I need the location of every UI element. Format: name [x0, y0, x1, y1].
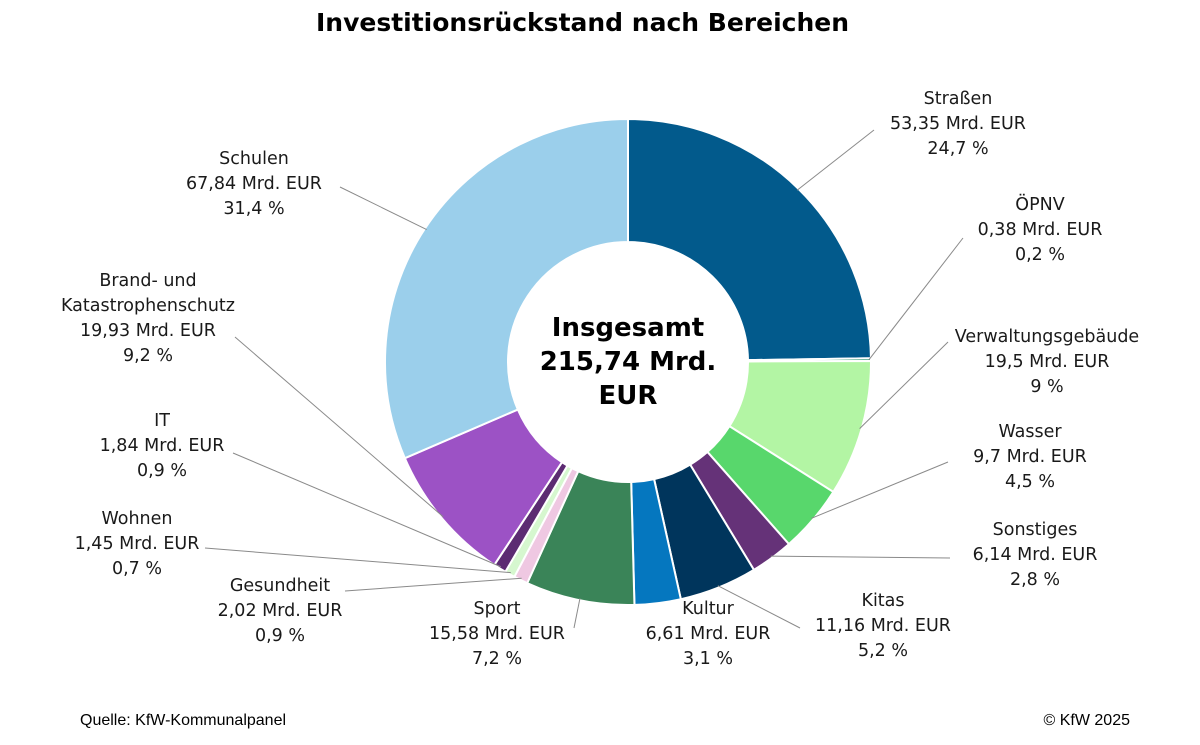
slice-label-sport: Sport 15,58 Mrd. EUR 7,2 % [429, 599, 565, 669]
slice-strassen [627, 117, 872, 362]
slice-labels: Straßen 53,35 Mrd. EUR 24,7 % ÖPNV 0,38 Mrd.… [61, 89, 1139, 669]
slice-label-kultur: Kultur 6,61 Mrd. EUR 3,1 % [646, 599, 771, 669]
slice-label-wohnen: Wohnen 1,45 Mrd. EUR 0,7 % [75, 509, 200, 579]
source-note: Quelle: KfW-Kommunalpanel [80, 712, 287, 729]
slice-label-schulen: Schulen 67,84 Mrd. EUR 31,4 % [186, 149, 322, 219]
leader-lines [204, 129, 964, 629]
slice-label-it: IT 1,84 Mrd. EUR 0,9 % [100, 411, 225, 481]
leader-line-oepnv [868, 237, 964, 360]
slice-label-strassen: Straßen 53,35 Mrd. EUR 24,7 % [890, 89, 1026, 159]
leader-line-brand-und-katastrophenschutz [234, 336, 444, 518]
chart-title: Investitionsrückstand nach Bereichen [315, 8, 850, 37]
slice-schulen [384, 117, 629, 460]
leader-line-strassen [796, 129, 875, 191]
leader-line-schulen [339, 186, 427, 231]
slice-label-verwaltungsgebaeude: Verwaltungsgebäude 19,5 Mrd. EUR 9 % [955, 327, 1139, 397]
donut-slices [384, 117, 873, 606]
leader-line-kitas [717, 585, 801, 629]
center-label: Insgesamt 215,74 Mrd. EUR [540, 313, 717, 411]
copyright-note: © KfW 2025 [1043, 712, 1131, 729]
slice-label-oepnv: ÖPNV 0,38 Mrd. EUR 0,2 % [978, 193, 1103, 265]
leader-line-it [232, 452, 502, 568]
leader-line-wohnen [204, 547, 511, 574]
slice-label-brand-und-katastrophenschutz: Brand- und Katastrophenschutz 19,93 Mrd. E… [61, 271, 235, 366]
leader-line-gesundheit [344, 577, 522, 592]
leader-line-verwaltungsgebaeude [859, 341, 949, 429]
slice-label-gesundheit: Gesundheit 2,02 Mrd. EUR 0,9 % [218, 576, 343, 646]
slice-label-wasser: Wasser 9,7 Mrd. EUR 4,5 % [973, 422, 1087, 492]
leader-line-wasser [811, 461, 949, 519]
slice-label-sonstiges: Sonstiges 6,14 Mrd. EUR 2,8 % [973, 520, 1098, 590]
center-total-label: Insgesamt 215,74 Mrd. EUR [540, 313, 717, 411]
leader-line-sport [573, 598, 581, 629]
leader-line-sonstiges [770, 555, 951, 559]
slice-label-kitas: Kitas 11,16 Mrd. EUR 5,2 % [815, 591, 951, 661]
